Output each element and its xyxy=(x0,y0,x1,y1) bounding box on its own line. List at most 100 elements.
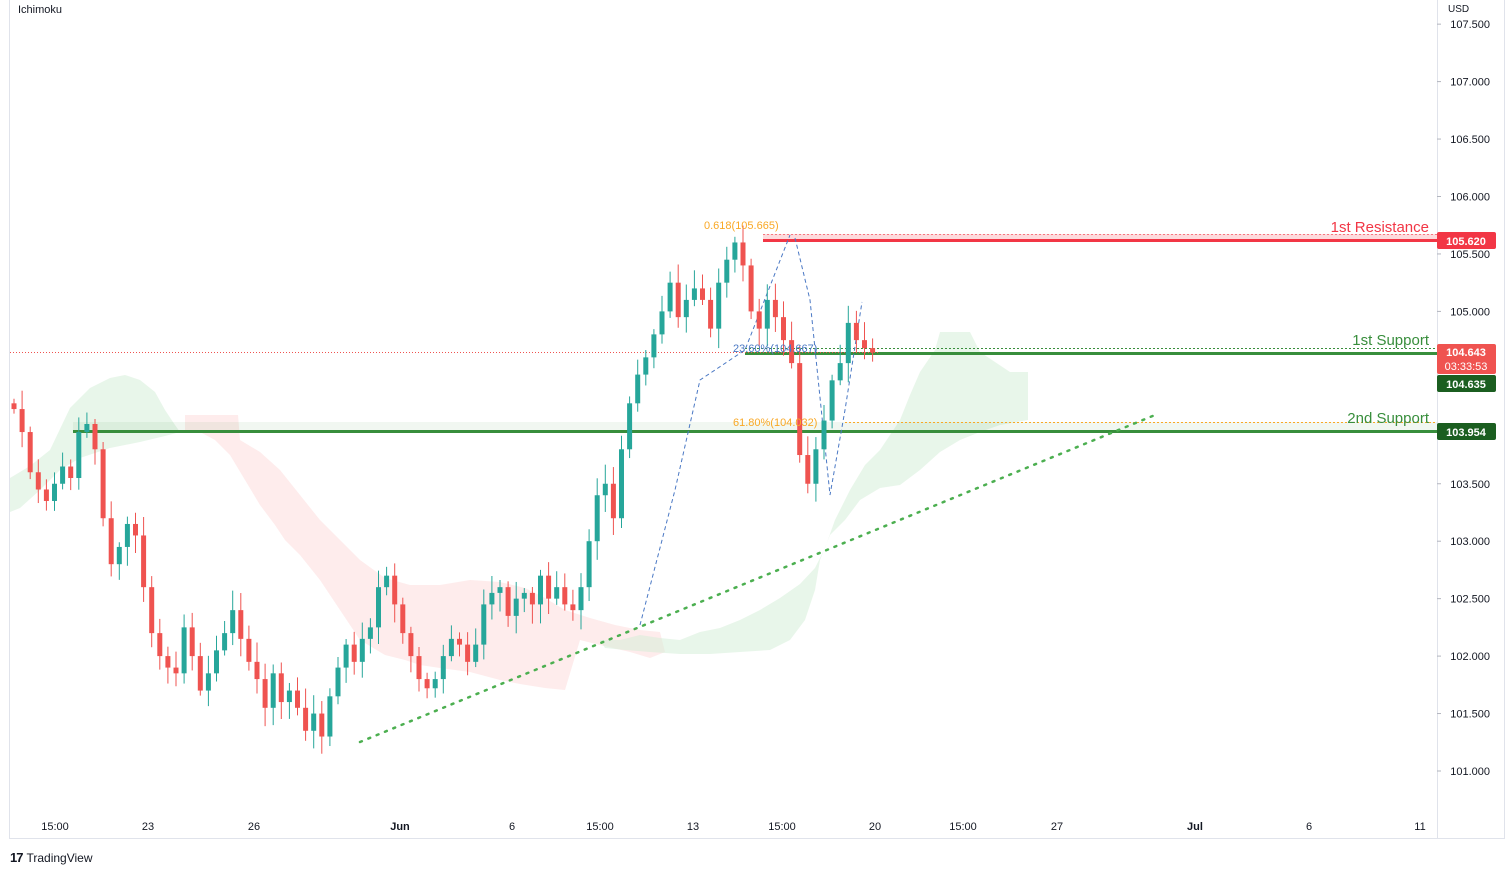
candle xyxy=(570,589,576,621)
candle xyxy=(60,452,66,490)
candle xyxy=(619,435,624,529)
tradingview-brand[interactable]: 17 TradingView xyxy=(10,850,93,865)
candle xyxy=(295,677,300,716)
candle xyxy=(716,268,722,349)
rising-trendline xyxy=(358,413,1157,744)
time-tick-label: 13 xyxy=(687,821,699,833)
candle xyxy=(432,671,438,698)
support-2-zone xyxy=(73,422,1437,431)
levels xyxy=(10,234,1437,626)
price-tick-label: 103.000 xyxy=(1450,536,1490,548)
candle xyxy=(27,426,33,480)
candle xyxy=(781,301,786,356)
last-price-tag-bg xyxy=(1437,344,1496,374)
candle xyxy=(440,644,446,694)
candle xyxy=(262,663,268,727)
candle xyxy=(367,618,373,654)
candle xyxy=(222,620,228,656)
ichimoku-cloud xyxy=(10,332,1028,690)
price-tick-label: 105.500 xyxy=(1450,249,1490,261)
cloud-bearish-mid xyxy=(185,415,665,690)
candle xyxy=(554,571,560,605)
price-tick-label: 106.500 xyxy=(1450,134,1490,146)
candle xyxy=(627,396,633,459)
price-tick-label: 101.000 xyxy=(1450,766,1490,778)
price-tick-label: 101.500 xyxy=(1450,709,1490,721)
candle xyxy=(278,662,284,720)
support-1-label: 1st Support xyxy=(1352,332,1430,349)
candle xyxy=(546,562,552,615)
candle xyxy=(76,417,82,490)
resistance-price-tag: 105.620 xyxy=(1446,236,1486,248)
candle xyxy=(157,618,163,670)
candle xyxy=(586,529,592,602)
candle xyxy=(254,642,260,694)
candle xyxy=(238,593,244,657)
candle xyxy=(837,344,843,386)
candle xyxy=(141,517,147,602)
labels: 1st Resistance 1st Support 2nd Support 0… xyxy=(704,219,1430,429)
candle xyxy=(116,542,122,580)
cloud-bullish-right xyxy=(600,332,1028,654)
fib-label-0618: 0.618(105.665) xyxy=(704,220,779,232)
candle xyxy=(643,350,649,386)
candle xyxy=(473,628,479,668)
candle xyxy=(100,442,106,527)
price-tick-label: 107.000 xyxy=(1450,77,1490,89)
time-tick-label: 6 xyxy=(1306,821,1312,833)
candle xyxy=(602,464,608,512)
resistance-label: 1st Resistance xyxy=(1331,219,1429,236)
price-tick-label: 105.000 xyxy=(1450,306,1490,318)
candle xyxy=(732,236,738,273)
candle xyxy=(303,688,309,741)
candle xyxy=(35,459,41,504)
candle xyxy=(610,467,616,535)
candle xyxy=(205,655,211,707)
price-tick-label: 106.000 xyxy=(1450,192,1490,204)
candle xyxy=(538,569,543,624)
candle xyxy=(416,646,422,692)
candle xyxy=(772,283,778,332)
candle xyxy=(521,588,527,613)
candle xyxy=(708,287,714,338)
time-axis[interactable]: 15:00 23 26 Jun 6 15:00 13 15:00 20 15:00 27 Jul 6 11 xyxy=(41,821,1425,833)
candle xyxy=(513,581,519,634)
time-tick-label: 15:00 xyxy=(586,821,614,833)
time-tick-label: 27 xyxy=(1051,821,1063,833)
candle xyxy=(748,258,754,320)
candle xyxy=(635,359,641,412)
indicator-label[interactable]: Ichimoku xyxy=(18,4,63,16)
candle xyxy=(578,573,584,630)
candle xyxy=(457,632,462,657)
time-tick-label: 20 xyxy=(869,821,881,833)
candle xyxy=(19,390,25,448)
resistance-zone xyxy=(763,234,1437,240)
candle xyxy=(821,404,827,460)
candle xyxy=(408,626,414,673)
support-2-price-tag: 103.954 xyxy=(1446,427,1487,439)
price-tags: 105.620 104.643 03:33:53 104.635 103.954 xyxy=(1437,232,1496,440)
candle xyxy=(286,682,292,719)
time-tick-label: 6 xyxy=(509,821,515,833)
candle xyxy=(351,631,357,675)
time-tick-label: 15:00 xyxy=(41,821,69,833)
candle xyxy=(343,639,349,683)
price-tick-label: 103.500 xyxy=(1450,479,1490,491)
candle xyxy=(52,472,57,511)
support-2-price-tag-bg xyxy=(1437,423,1496,440)
candle xyxy=(189,612,195,671)
candle xyxy=(173,651,179,687)
last-price-tag: 104.643 xyxy=(1446,347,1486,359)
candle xyxy=(327,688,333,747)
candle xyxy=(92,418,98,465)
time-tick-label: 15:00 xyxy=(949,821,977,833)
candle xyxy=(489,575,495,620)
fib-label-2360: 23.60%(104.667) xyxy=(733,343,817,355)
candle xyxy=(335,656,341,705)
candles xyxy=(11,225,876,754)
candle xyxy=(359,622,365,678)
candle xyxy=(870,338,876,362)
candle xyxy=(481,589,487,660)
candle xyxy=(108,501,114,577)
